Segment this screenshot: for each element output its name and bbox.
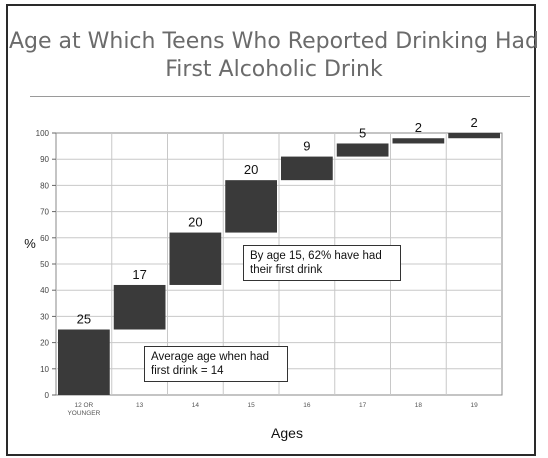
x-axis-title: Ages [271, 425, 303, 441]
data-label: 2 [471, 115, 478, 130]
x-tick-label: YOUNGER [67, 410, 100, 417]
data-label: 25 [77, 312, 91, 327]
data-label: 5 [359, 125, 366, 140]
bar [169, 232, 222, 285]
title-divider [30, 96, 530, 97]
data-label: 9 [303, 139, 310, 154]
x-tick-label: 17 [359, 402, 367, 409]
y-tick-label: 60 [40, 234, 49, 243]
x-tick-label: 12 OR [74, 402, 93, 409]
chart-title: Age at Which Teens Who Reported Drinking… [8, 29, 539, 82]
y-tick-label: 50 [40, 260, 49, 269]
x-tick-label: 14 [192, 402, 200, 409]
bar [336, 143, 389, 157]
annotation-average-age: Average age when had first drink = 14 [144, 346, 288, 382]
y-tick-label: 10 [40, 365, 49, 374]
x-tick-label: 15 [248, 402, 256, 409]
bar [281, 156, 333, 181]
bar [225, 180, 277, 233]
data-label: 20 [244, 162, 258, 177]
y-tick-label: 30 [40, 312, 49, 321]
bar [392, 138, 445, 144]
annotation-age-15: By age 15, 62% have had their first drin… [243, 245, 401, 281]
y-tick-label: 100 [36, 129, 50, 138]
x-tick-label: 13 [136, 402, 144, 409]
y-tick-label: 20 [40, 339, 49, 348]
x-tick-label: 16 [303, 402, 311, 409]
y-tick-label: 90 [40, 155, 49, 164]
x-tick-label: 18 [415, 402, 423, 409]
data-label: 17 [132, 267, 146, 282]
x-tick-label: 19 [471, 402, 479, 409]
y-axis-title: % [24, 236, 36, 251]
data-label: 20 [188, 215, 202, 230]
bar [113, 284, 166, 330]
bar [448, 133, 500, 139]
y-tick-label: 0 [45, 391, 50, 400]
bar [58, 329, 110, 395]
y-tick-label: 70 [40, 208, 49, 217]
y-tick-label: 40 [40, 286, 49, 295]
y-tick-label: 80 [40, 181, 49, 190]
data-label: 2 [415, 120, 422, 135]
